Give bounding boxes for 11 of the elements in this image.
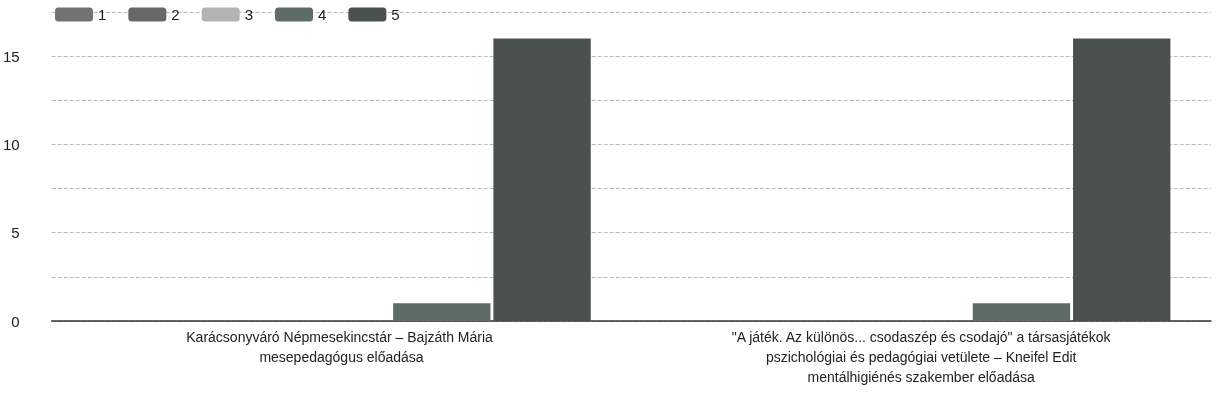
legend-label: 5: [391, 6, 400, 23]
legend-label: 2: [171, 6, 180, 23]
x-tick-label: Karácsonyváró Népmesekincstár – Bajzáth Mária mesepedagógus előadása: [186, 329, 497, 365]
y-tick-label: 0: [11, 312, 20, 330]
legend-label: 3: [244, 6, 254, 23]
legend-label: 1: [98, 6, 107, 23]
y-tick-label: 15: [3, 47, 20, 65]
legend-label: 4: [318, 6, 327, 23]
y-tick-label: 10: [3, 135, 20, 153]
y-tick-label: 5: [11, 224, 20, 242]
x-tick-label: "A játék. Az különös... csodaszép és csodajó" a társasjátékok pszichológiai és pedagógiai vetülete – Kneifel Edit mentálhigiénés szakember előadása: [731, 329, 1112, 385]
